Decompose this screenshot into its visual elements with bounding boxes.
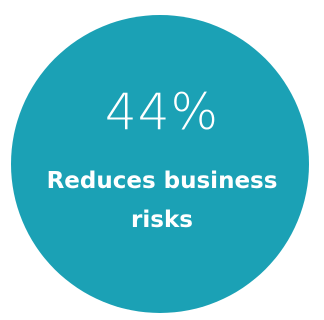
stat-label-line-2: risks [131,207,193,233]
stat-label: Reduces business risks [0,162,324,240]
stat-label-line-1: Reduces business [46,168,278,194]
stat-value: 44% [104,83,220,141]
stat-circle [11,15,309,313]
